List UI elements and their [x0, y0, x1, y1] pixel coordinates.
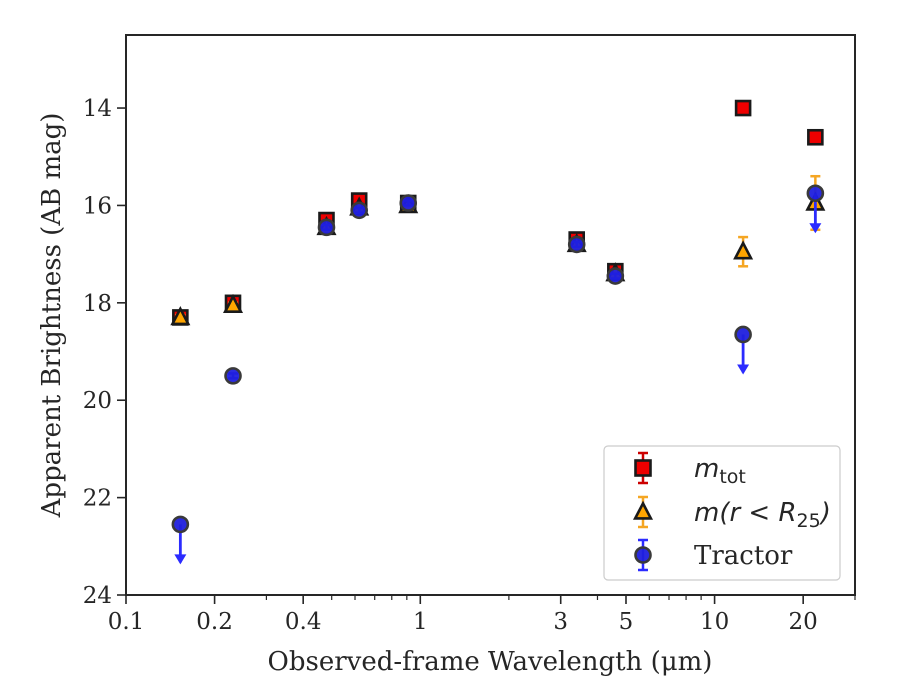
- x-tick-label: 3: [553, 609, 568, 635]
- legend-marker: [634, 459, 652, 477]
- y-tick-label: 22: [83, 486, 112, 512]
- legend-label-mtot: mtot: [694, 454, 746, 488]
- legend-label-subscript: tot: [719, 466, 746, 488]
- data-point: [222, 293, 244, 314]
- data-point: [806, 184, 825, 203]
- data-point: [606, 267, 625, 285]
- x-axis: 0.1 0.2 0.4 1 3 5 10 20: [108, 595, 856, 635]
- x-tick-label: 0.4: [285, 609, 322, 635]
- series-tractor: [171, 184, 825, 565]
- legend-box: [603, 445, 841, 581]
- data-point: [807, 128, 824, 146]
- y-tick-label: 14: [83, 96, 112, 122]
- legend-label-mr25: m(r < R25): [694, 498, 831, 532]
- legend-label-main: Tractor: [694, 541, 793, 571]
- x-tick-label: 10: [700, 609, 729, 635]
- data-point: [567, 235, 586, 254]
- x-tick-label: 0.1: [108, 609, 145, 635]
- x-tick-label: 1: [413, 609, 428, 635]
- x-axis-title: Observed-frame Wavelength (μm): [268, 647, 713, 677]
- legend-marker: [632, 500, 654, 520]
- data-point: [734, 99, 752, 117]
- data-point: [733, 240, 754, 260]
- data-point: [399, 194, 418, 212]
- y-tick-label: 16: [83, 193, 112, 219]
- plot-frame: [125, 34, 856, 596]
- y-axis-title: Apparent Brightness (AB mag): [37, 113, 67, 519]
- x-tick-label: 5: [619, 609, 634, 635]
- data-point: [734, 325, 752, 344]
- x-tick-label: 0.2: [196, 609, 233, 635]
- upper-limit-arrowhead: [809, 223, 822, 234]
- y-tick-label: 24: [83, 583, 112, 609]
- x-tick-label: 20: [789, 609, 818, 635]
- series-mtot: [172, 99, 824, 326]
- legend-marker: [634, 546, 652, 564]
- legend-label-main: m(r < R: [694, 498, 797, 528]
- y-tick-label: 20: [83, 388, 112, 414]
- legend-label-tractor: Tractor: [694, 541, 793, 571]
- plot-content: [170, 99, 826, 565]
- legend-label-main: m: [694, 454, 719, 484]
- data-point: [171, 515, 190, 534]
- legend: mtot m(r < R25) Tractor: [603, 445, 841, 581]
- y-tick-label: 18: [83, 291, 112, 317]
- legend-label-subscript: 25: [797, 510, 821, 532]
- legend-label-tail: ): [819, 498, 831, 528]
- upper-limit-arrowhead: [737, 364, 750, 375]
- data-point: [350, 201, 368, 220]
- upper-limit-arrowhead: [174, 554, 187, 565]
- data-point: [317, 218, 336, 237]
- y-axis: 14 16 18 20 22 24: [83, 96, 126, 609]
- data-point: [170, 305, 191, 326]
- data-point: [224, 367, 242, 385]
- series-mr25: [170, 174, 826, 326]
